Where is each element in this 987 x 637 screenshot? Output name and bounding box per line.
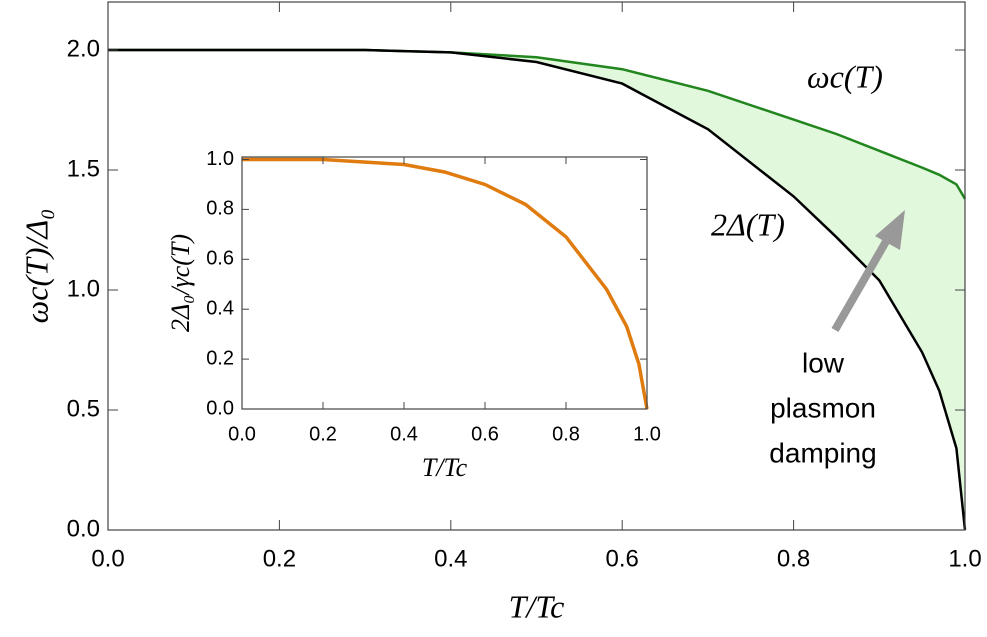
x-axis-label: T/Tc: [509, 588, 565, 624]
x-tick-label: 0.8: [777, 545, 810, 572]
inset-chart: 0.0 0.2 0.4 0.6 0.8 1.0 0.0 0.2 0.4 0.6 0.8 1.0 T/Tc…: [166, 148, 661, 482]
y-tick-label: 0.0: [206, 397, 234, 419]
y-tick-label: 0.2: [206, 347, 234, 369]
annotation: low: [802, 347, 845, 378]
plot-frame: [241, 156, 648, 410]
line-series: [108, 48, 967, 531]
x-tick-label: 0.6: [606, 545, 639, 572]
x-tick-label: 1.0: [948, 545, 981, 572]
y-tick-label: 1.5: [67, 155, 100, 182]
x-axis-label: T/Tc: [422, 453, 468, 482]
y-tick-label: 0.4: [206, 297, 234, 319]
y-tick-label: 0.6: [206, 248, 234, 270]
series-label: ωc(T): [807, 58, 883, 94]
y-axis-label: 2Δ₀/γc(T): [166, 234, 195, 332]
x-tick-label: 1.0: [633, 423, 661, 445]
y-tick-label: 1.0: [206, 148, 234, 170]
annotation: damping: [769, 437, 876, 468]
y-tick-label: 0.5: [67, 395, 100, 422]
y-tick-label: 0.0: [67, 515, 100, 542]
x-tick-label: 0.6: [471, 423, 499, 445]
arrow-shaft: [831, 236, 892, 332]
plot-frame: [107, 1, 966, 531]
x-tick-label: 0.2: [309, 423, 337, 445]
y-tick-label: 0.8: [206, 198, 234, 220]
x-tick-label: 0.0: [91, 545, 124, 572]
x-tick-label: 0.4: [434, 545, 467, 572]
y-tick-label: 1.0: [67, 275, 100, 302]
x-tick-label: 0.8: [552, 423, 580, 445]
plot-background: [242, 157, 647, 409]
x-tick-label: 0.4: [390, 423, 418, 445]
x-tick-label: 0.2: [263, 545, 296, 572]
annotation: plasmon: [770, 392, 876, 423]
y-tick-label: 2.0: [67, 35, 100, 62]
y-axis-label: ωc(T)/Δ₀: [18, 209, 54, 324]
x-tick-label: 0.0: [228, 423, 256, 445]
arrow-head: [875, 210, 905, 250]
series-label: 2Δ(T): [711, 206, 785, 242]
